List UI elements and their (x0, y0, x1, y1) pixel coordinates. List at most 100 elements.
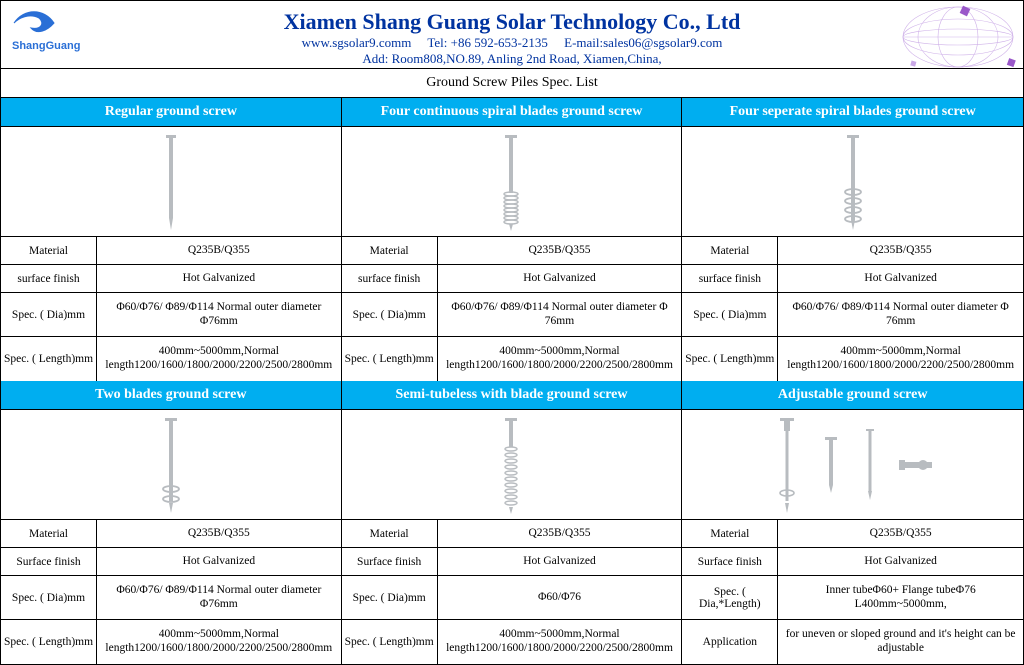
category-header: Four continuous spiral blades ground scr… (342, 98, 682, 127)
spec-label: Material (682, 520, 778, 547)
spec-value: Q235B/Q355 (97, 520, 341, 547)
screw-image-continuous-spiral (342, 127, 682, 237)
spec-label: Spec. ( Dia)mm (1, 293, 97, 336)
spec-value: 400mm~5000mm,Normal length1200/1600/1800… (97, 337, 341, 381)
spec-row: Surface finishHot Galvanized (682, 548, 1023, 576)
logo-text: ShangGuang (12, 40, 80, 52)
spec-label: Spec. ( Length)mm (1, 337, 97, 381)
spec-label: Surface finish (1, 548, 97, 575)
spec-label: Spec. ( Dia)mm (682, 293, 778, 336)
spec-value: Q235B/Q355 (438, 520, 682, 547)
spec-label: Material (682, 237, 778, 264)
spec-label: Surface finish (682, 548, 778, 575)
spec-row: surface finishHot Galvanized (682, 265, 1023, 293)
spec-row: Spec. ( Length)mm400mm~5000mm,Normal len… (1, 337, 341, 381)
spec-value: Hot Galvanized (438, 265, 682, 292)
spec-label: Application (682, 620, 778, 664)
category-header: Semi-tubeless with blade ground screw (342, 381, 682, 410)
spec-value: Φ60/Φ76/ Φ89/Φ114 Normal outer diameter … (438, 293, 682, 336)
category-column: Four continuous spiral blades ground scr… (342, 98, 683, 381)
email-label: E-mail: (564, 35, 603, 50)
spec-value: Hot Galvanized (778, 265, 1023, 292)
spec-value: 400mm~5000mm,Normal length1200/1600/1800… (778, 337, 1023, 381)
spec-row: Applicationfor uneven or sloped ground a… (682, 620, 1023, 664)
address-label: Add: (362, 51, 388, 66)
spec-label: Spec. ( Dia)mm (1, 576, 97, 619)
spec-value: 400mm~5000mm,Normal length1200/1600/1800… (438, 337, 682, 381)
spec-value: Q235B/Q355 (438, 237, 682, 264)
spec-label: Surface finish (342, 548, 438, 575)
tel-label: Tel: (427, 35, 447, 50)
spec-row: MaterialQ235B/Q355 (682, 520, 1023, 548)
spec-row: MaterialQ235B/Q355 (1, 520, 341, 548)
screw-image-regular (1, 127, 341, 237)
spec-value: Hot Galvanized (97, 265, 341, 292)
spec-row: Spec. ( Length)mm400mm~5000mm,Normal len… (682, 337, 1023, 381)
screw-image-adjustable (682, 410, 1023, 520)
spec-value: Φ60/Φ76 (438, 576, 682, 619)
spec-row: Spec. ( Dia)mmΦ60/Φ76/ Φ89/Φ114 Normal o… (1, 576, 341, 620)
screw-image-separate-spiral (682, 127, 1023, 237)
spec-row: Spec. ( Dia)mmΦ60/Φ76/ Φ89/Φ114 Normal o… (342, 293, 682, 337)
page: ShangGuang Xiamen Shang Guang Solar Tech… (0, 0, 1024, 665)
screw-image-semi-tubeless (342, 410, 682, 520)
globe-decor (853, 1, 1023, 73)
spec-row: Spec. ( Length)mm400mm~5000mm,Normal len… (342, 620, 682, 664)
spec-label: Material (342, 237, 438, 264)
spec-row: Spec. ( Length)mm400mm~5000mm,Normal len… (1, 620, 341, 664)
spec-label: Material (1, 520, 97, 547)
spec-row: Surface finishHot Galvanized (342, 548, 682, 576)
spec-label: Spec. ( Dia)mm (342, 576, 438, 619)
category-header: Four seperate spiral blades ground screw (682, 98, 1023, 127)
category-header: Two blades ground screw (1, 381, 341, 410)
spec-row: MaterialQ235B/Q355 (342, 237, 682, 265)
spec-value: Q235B/Q355 (778, 520, 1023, 547)
category-column: Semi-tubeless with blade ground screw Ma… (342, 381, 683, 664)
email: sales06@sgsolar9.com (603, 35, 722, 50)
spec-label: Spec. ( Length)mm (342, 337, 438, 381)
spec-row: Spec. ( Length)mm400mm~5000mm,Normal len… (342, 337, 682, 381)
spec-label: Material (1, 237, 97, 264)
spec-value: Φ60/Φ76/ Φ89/Φ114 Normal outer diameter … (97, 576, 341, 619)
tel: +86 592-653-2135 (451, 35, 548, 50)
spec-row: surface finishHot Galvanized (342, 265, 682, 293)
spec-label: Spec. ( Dia,*Length) (682, 576, 778, 619)
spec-label: Material (342, 520, 438, 547)
spec-value: for uneven or sloped ground and it's hei… (778, 620, 1023, 664)
list-title: Ground Screw Piles Spec. List (1, 69, 1023, 98)
spec-label: surface finish (682, 265, 778, 292)
spec-row: Spec. ( Dia,*Length)Inner tubeΦ60+ Flang… (682, 576, 1023, 620)
spec-label: surface finish (1, 265, 97, 292)
spec-row: Spec. ( Dia)mmΦ60/Φ76/ Φ89/Φ114 Normal o… (682, 293, 1023, 337)
spec-row: Spec. ( Dia)mmΦ60/Φ76 (342, 576, 682, 620)
spec-grid-row2: Two blades ground screw MaterialQ235B/Q3… (1, 381, 1023, 664)
spec-value: Q235B/Q355 (97, 237, 341, 264)
spec-row: MaterialQ235B/Q355 (1, 237, 341, 265)
spec-value: Inner tubeΦ60+ Flange tubeΦ76 L400mm~500… (778, 576, 1023, 619)
category-column: Two blades ground screw MaterialQ235B/Q3… (1, 381, 342, 664)
category-column: Four seperate spiral blades ground screw… (682, 98, 1023, 381)
spec-row: MaterialQ235B/Q355 (342, 520, 682, 548)
spec-value: Hot Galvanized (778, 548, 1023, 575)
spec-label: surface finish (342, 265, 438, 292)
spec-label: Spec. ( Length)mm (1, 620, 97, 664)
screw-image-two-blades (1, 410, 341, 520)
spec-row: Spec. ( Dia)mmΦ60/Φ76/ Φ89/Φ114 Normal o… (1, 293, 341, 337)
spec-value: 400mm~5000mm,Normal length1200/1600/1800… (97, 620, 341, 664)
spec-value: Hot Galvanized (438, 548, 682, 575)
address: Room808,NO.89, Anling 2nd Road, Xiamen,C… (392, 51, 662, 66)
spec-row: surface finishHot Galvanized (1, 265, 341, 293)
spec-label: Spec. ( Length)mm (342, 620, 438, 664)
logo: ShangGuang (9, 3, 99, 53)
category-header: Regular ground screw (1, 98, 341, 127)
category-column: Adjustable ground screw MaterialQ235B/Q3… (682, 381, 1023, 664)
spec-label: Spec. ( Dia)mm (342, 293, 438, 336)
category-header: Adjustable ground screw (682, 381, 1023, 410)
spec-label: Spec. ( Length)mm (682, 337, 778, 381)
category-column: Regular ground screw MaterialQ235B/Q355s… (1, 98, 342, 381)
spec-value: Q235B/Q355 (778, 237, 1023, 264)
spec-value: 400mm~5000mm,Normal length1200/1600/1800… (438, 620, 682, 664)
spec-row: MaterialQ235B/Q355 (682, 237, 1023, 265)
website: www.sgsolar9.comm (302, 35, 412, 50)
spec-value: Φ60/Φ76/ Φ89/Φ114 Normal outer diameter … (778, 293, 1023, 336)
